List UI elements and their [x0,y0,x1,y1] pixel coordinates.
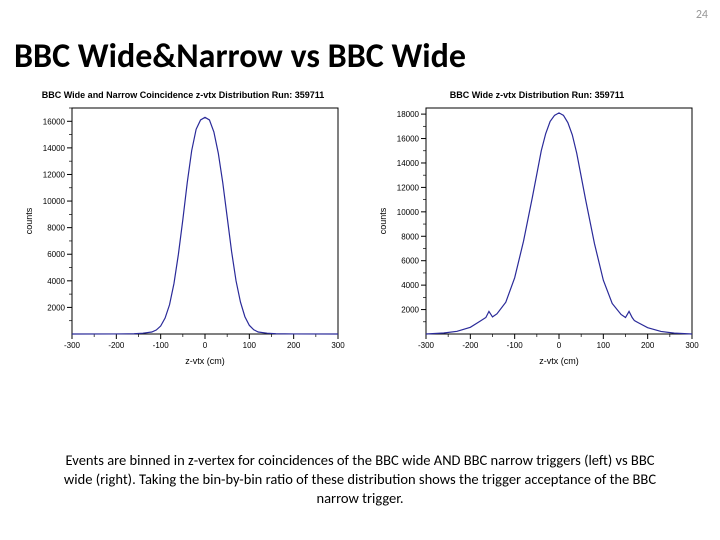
svg-text:6000: 6000 [401,257,419,266]
svg-text:16000: 16000 [397,135,420,144]
svg-text:10000: 10000 [43,197,66,206]
svg-text:-300: -300 [64,341,81,350]
svg-text:12000: 12000 [397,183,420,192]
svg-text:z-vtx (cm): z-vtx (cm) [185,356,225,366]
left-plot-title: BBC Wide and Narrow Coincidence z-vtx Di… [18,90,348,100]
svg-text:300: 300 [685,341,699,350]
svg-text:8000: 8000 [47,224,65,233]
svg-text:8000: 8000 [401,232,419,241]
svg-text:200: 200 [287,341,301,350]
right-plot: BBC Wide z-vtx Distribution Run: 359711 … [372,90,702,370]
svg-text:-100: -100 [507,341,524,350]
left-plot: BBC Wide and Narrow Coincidence z-vtx Di… [18,90,348,370]
svg-text:14000: 14000 [397,159,420,168]
svg-text:2000: 2000 [47,303,65,312]
caption-text: Events are binned in z-vertex for coinci… [50,451,670,508]
slide-title: BBC Wide&Narrow vs BBC Wide [14,36,466,77]
left-plot-svg: -300 -200 -100 0 100 200 300 2000 4000 6000 8000 10… [18,102,348,370]
right-plot-svg: -300 -200 -100 0 100 200 300 2000 4000 6000 8000 10… [372,102,702,370]
svg-text:-100: -100 [153,341,170,350]
svg-text:12000: 12000 [43,170,66,179]
svg-text:2000: 2000 [401,306,419,315]
svg-text:0: 0 [203,341,208,350]
svg-text:-200: -200 [108,341,125,350]
svg-text:0: 0 [557,341,562,350]
svg-text:-200: -200 [462,341,479,350]
svg-text:counts: counts [378,207,388,234]
svg-text:-300: -300 [418,341,435,350]
svg-text:14000: 14000 [43,144,66,153]
svg-text:100: 100 [243,341,257,350]
svg-text:4000: 4000 [401,281,419,290]
svg-text:16000: 16000 [43,117,66,126]
page-number: 24 [696,8,708,22]
svg-text:4000: 4000 [47,277,65,286]
plots-row: BBC Wide and Narrow Coincidence z-vtx Di… [18,90,702,370]
svg-text:300: 300 [331,341,345,350]
svg-text:6000: 6000 [47,250,65,259]
svg-text:10000: 10000 [397,208,420,217]
svg-text:18000: 18000 [397,110,420,119]
svg-text:200: 200 [641,341,655,350]
svg-text:z-vtx (cm): z-vtx (cm) [539,356,579,366]
right-plot-title: BBC Wide z-vtx Distribution Run: 359711 [372,90,702,100]
svg-text:100: 100 [597,341,611,350]
svg-text:counts: counts [24,207,34,234]
